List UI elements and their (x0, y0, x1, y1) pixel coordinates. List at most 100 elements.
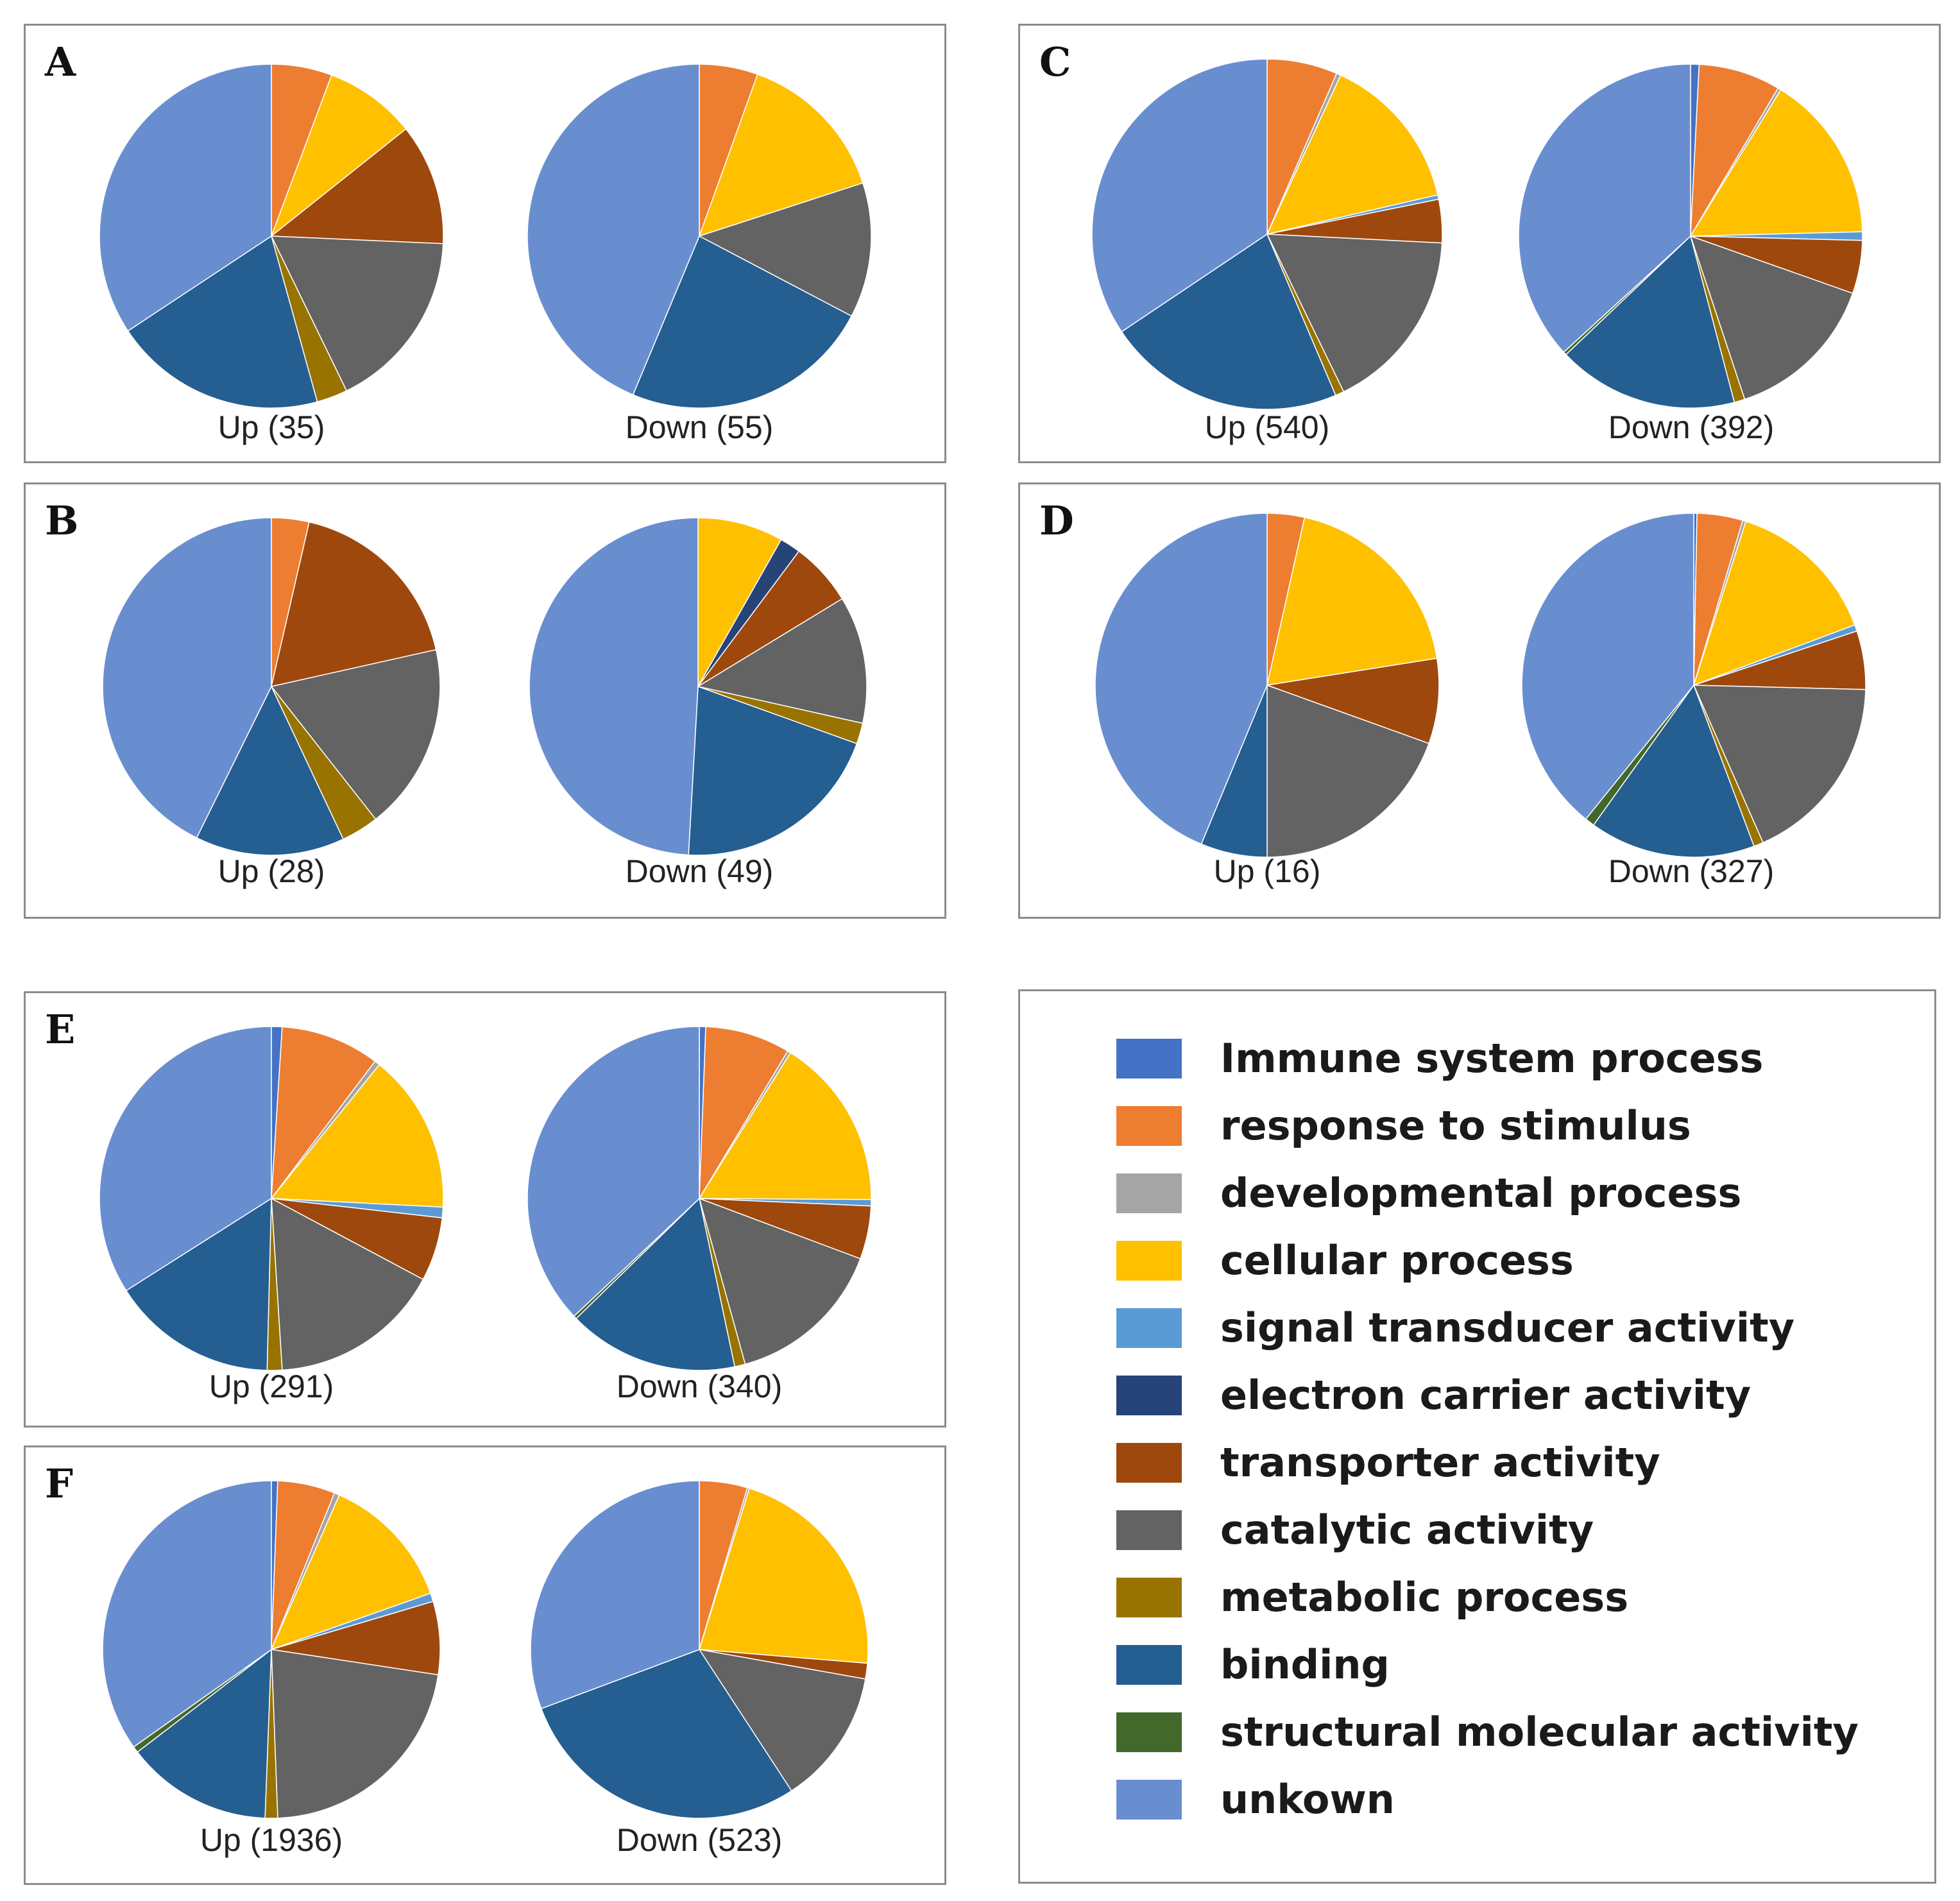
legend-swatch (1116, 1779, 1182, 1820)
legend-label: transporter activity (1220, 1439, 1660, 1486)
legend-label: metabolic process (1220, 1574, 1629, 1621)
pie-chart (99, 64, 444, 409)
pie-chart (1095, 513, 1440, 858)
pie-slice-unknown (99, 64, 272, 332)
panel-letter: F (45, 1460, 74, 1507)
pie-slice-binding (1592, 684, 1755, 858)
legend-swatch (1116, 1105, 1182, 1146)
pie-slice-response (271, 1026, 376, 1200)
pie-chart (527, 64, 872, 409)
legend-swatch (1116, 1577, 1182, 1617)
legend-swatch (1116, 1375, 1182, 1415)
pie-label: Down (327) (1608, 853, 1775, 889)
pie-slice-binding (127, 235, 318, 409)
panel-letter: D (1039, 497, 1074, 544)
pie-slice-unknown (527, 1026, 700, 1317)
pie-slice-binding (1121, 233, 1336, 410)
legend-label: response to stimulus (1220, 1102, 1691, 1149)
panel-b: B Up (28) Down (49) (24, 482, 946, 919)
pie-slice-catalytic (698, 1648, 866, 1792)
pie-slice-unknown (1091, 58, 1268, 333)
pie-slice-catalytic (698, 1197, 861, 1365)
legend-item-structural: structural molecular activity (1116, 1709, 1859, 1755)
legend-item-immune: Immune system process (1116, 1035, 1763, 1082)
legend-swatch (1116, 1644, 1182, 1685)
pie-slice-transporter (271, 521, 437, 687)
pie-slice-cellular (697, 517, 782, 688)
pie-slice-unknown (1518, 64, 1691, 354)
pie-slice-catalytic (271, 1649, 439, 1819)
legend-item-response: response to stimulus (1116, 1102, 1691, 1149)
panel-a: A Up (35) Down (55) (24, 24, 946, 463)
legend-swatch (1116, 1712, 1182, 1752)
pie-slice-binding (196, 685, 344, 856)
pie-chart (529, 517, 867, 856)
pie-slice-cellular (1266, 74, 1438, 235)
pie-slice-catalytic (271, 1197, 424, 1371)
pie-slice-response (699, 1026, 788, 1199)
panel-e: E Up (291) Down (340) (24, 991, 946, 1428)
pie-slice-binding (540, 1649, 792, 1819)
pie-chart (1518, 64, 1863, 409)
legend-label: unkown (1220, 1776, 1395, 1823)
legend-label: Immune system process (1220, 1035, 1764, 1082)
pie-slice-binding (688, 685, 858, 856)
pie-chart (1521, 513, 1866, 858)
pie-label: Up (35) (217, 409, 325, 445)
legend-item-metabolic: metabolic process (1116, 1574, 1628, 1621)
legend-label: catalytic activity (1220, 1506, 1594, 1553)
pie-slice-cellular (270, 1494, 431, 1651)
pie-slice-catalytic (1266, 684, 1430, 858)
pie-slice-unknown (1095, 513, 1268, 845)
pie-slice-transporter (1266, 658, 1440, 744)
pie-chart (102, 1480, 441, 1819)
pie-slice-binding (575, 1197, 736, 1371)
legend-item-catalytic: catalytic activity (1116, 1506, 1594, 1553)
pie-slice-cellular (270, 1064, 444, 1208)
pie-slice-unknown (102, 517, 272, 839)
legend-label: electron carrier activity (1220, 1372, 1751, 1419)
panel-letter: A (45, 38, 76, 85)
pie-chart (102, 517, 441, 856)
pie-slice-unknown (529, 517, 699, 856)
pie-label: Up (291) (209, 1368, 334, 1404)
pie-chart (99, 1026, 444, 1371)
pie-slice-cellular (699, 1487, 869, 1664)
pie-label: Up (16) (1213, 853, 1321, 889)
legend-item-signal: signal transducer activity (1116, 1304, 1794, 1351)
pie-label: Down (49) (625, 853, 774, 889)
pie-slice-response (1690, 64, 1779, 237)
pie-label: Down (392) (1608, 409, 1775, 445)
legend-item-unknown: unkown (1116, 1776, 1395, 1823)
panel-letter: B (45, 497, 79, 544)
pie-slice-catalytic (270, 649, 441, 820)
panel-d: D Up (16) Down (327) (1018, 482, 1941, 919)
pie-slice-cellular (1692, 520, 1855, 686)
legend-swatch (1116, 1510, 1182, 1550)
pie-slice-cellular (698, 73, 864, 237)
pie-slice-unknown (527, 64, 700, 396)
legend-swatch (1116, 1038, 1182, 1078)
legend: Immune system process response to stimulu… (1018, 989, 1936, 1884)
panel-letter: C (1039, 38, 1071, 85)
pie-chart (530, 1480, 869, 1819)
pie-slice-response (1266, 58, 1338, 235)
legend-item-transporter: transporter activity (1116, 1439, 1660, 1486)
pie-label: Down (523) (616, 1822, 783, 1858)
pie-slice-binding (125, 1197, 272, 1371)
pie-slice-cellular (1266, 516, 1438, 686)
legend-label: developmental process (1220, 1170, 1742, 1216)
legend-swatch (1116, 1442, 1182, 1483)
pie-slice-unknown (99, 1026, 272, 1291)
pie-slice-catalytic (698, 182, 872, 317)
pie-slice-binding (137, 1648, 272, 1819)
legend-label: signal transducer activity (1220, 1304, 1795, 1351)
pie-slice-binding (632, 235, 853, 409)
pie-slice-transporter (269, 128, 444, 244)
pie-slice-catalytic (697, 598, 867, 724)
pie-chart (527, 1026, 872, 1371)
legend-label: binding (1220, 1641, 1390, 1688)
legend-swatch (1116, 1240, 1182, 1281)
pie-label: Down (340) (616, 1368, 783, 1404)
legend-item-electron: electron carrier activity (1116, 1372, 1751, 1419)
